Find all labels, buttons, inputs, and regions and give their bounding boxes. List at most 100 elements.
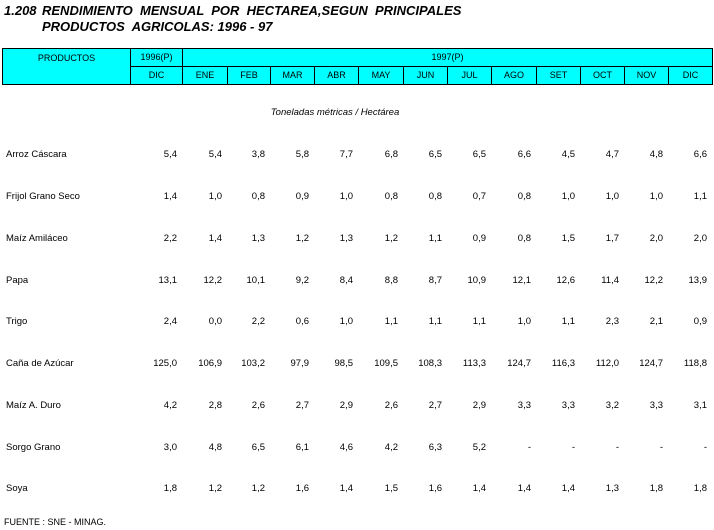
source-note: FUENTE : SNE - MINAG.: [4, 517, 107, 527]
value-cell: 1,3: [339, 233, 353, 244]
value-cell: 4,8: [208, 442, 222, 453]
title-number: 1.208: [4, 3, 37, 18]
value-cell: 1,8: [693, 483, 707, 494]
value-cell: 4,2: [163, 400, 177, 411]
header-cell: SET: [536, 66, 581, 85]
product-name: Trigo: [6, 316, 28, 327]
header-cell: MAR: [270, 66, 315, 85]
value-cell: 1,6: [428, 483, 442, 494]
value-cell: 10,9: [467, 275, 487, 286]
value-cell: 106,9: [198, 358, 222, 369]
value-cell: 125,0: [153, 358, 177, 369]
value-cell: 0,8: [428, 191, 442, 202]
header-cell: PRODUCTOS: [2, 48, 131, 85]
value-cell: 113,3: [462, 358, 486, 369]
value-cell: 2,1: [649, 316, 663, 327]
value-cell: 3,2: [605, 400, 619, 411]
header-cell: JUL: [447, 66, 492, 85]
value-cell: 1,4: [339, 483, 353, 494]
value-cell: 10,1: [246, 275, 266, 286]
value-cell: 109,5: [374, 358, 398, 369]
value-cell: 0,8: [517, 191, 531, 202]
header-cell: DIC: [668, 66, 713, 85]
value-cell: 0,8: [384, 191, 398, 202]
value-cell: 4,8: [649, 149, 663, 160]
value-cell: 4,6: [339, 442, 353, 453]
value-cell: 0,6: [295, 316, 309, 327]
value-cell: 97,9: [290, 358, 310, 369]
product-name: Papa: [6, 275, 29, 286]
product-name: Arroz Cáscara: [6, 149, 67, 160]
value-cell: 1,2: [251, 483, 265, 494]
value-cell: 103,2: [241, 358, 265, 369]
value-cell: 116,3: [551, 358, 575, 369]
product-name: Sorgo Grano: [6, 442, 61, 453]
value-cell: 1,7: [605, 233, 619, 244]
value-cell: 3,3: [517, 400, 531, 411]
value-cell: 1,1: [384, 316, 398, 327]
value-cell: 1,4: [517, 483, 531, 494]
value-cell: 6,5: [472, 149, 486, 160]
value-cell: 2,9: [472, 400, 486, 411]
header-cell: NOV: [624, 66, 669, 85]
value-cell: 1,4: [208, 233, 222, 244]
value-cell: 0,9: [693, 316, 707, 327]
value-cell: 1,2: [295, 233, 309, 244]
value-cell: 124,7: [507, 358, 531, 369]
value-cell: 4,5: [561, 149, 575, 160]
value-cell: 1,3: [605, 483, 619, 494]
header-cell: ABR: [314, 66, 359, 85]
value-cell: 0,9: [472, 233, 486, 244]
value-cell: -: [571, 442, 575, 453]
product-name: Caña de Azúcar: [6, 358, 74, 369]
value-cell: 8,4: [339, 275, 353, 286]
value-cell: 3,0: [163, 442, 177, 453]
value-cell: 3,3: [561, 400, 575, 411]
value-cell: 98,5: [334, 358, 354, 369]
value-cell: 5,2: [472, 442, 486, 453]
value-cell: 1,0: [605, 191, 619, 202]
header-cell: 1996(P): [130, 48, 183, 67]
value-cell: 3,8: [251, 149, 265, 160]
value-cell: 1,1: [428, 316, 442, 327]
value-cell: 6,8: [384, 149, 398, 160]
value-cell: 1,8: [163, 483, 177, 494]
value-cell: 2,6: [251, 400, 265, 411]
value-cell: 1,1: [472, 316, 486, 327]
value-cell: 1,0: [517, 316, 531, 327]
value-cell: 11,4: [601, 275, 619, 286]
value-cell: 1,4: [561, 483, 575, 494]
header-cell: DIC: [130, 66, 183, 85]
value-cell: 1,5: [384, 483, 398, 494]
value-cell: 6,1: [295, 442, 309, 453]
value-cell: 1,4: [163, 191, 177, 202]
value-cell: 6,6: [693, 149, 707, 160]
value-cell: -: [703, 442, 707, 453]
value-cell: 2,2: [163, 233, 177, 244]
header-cell: FEB: [227, 66, 271, 85]
value-cell: 0,7: [472, 191, 486, 202]
value-cell: 1,0: [561, 191, 575, 202]
header-cell: 1997(P): [182, 48, 713, 67]
title-line: PRODUCTOS AGRICOLAS: 1996 - 97: [42, 19, 273, 34]
value-cell: 1,1: [561, 316, 575, 327]
value-cell: 0,8: [251, 191, 265, 202]
value-cell: 6,5: [428, 149, 442, 160]
value-cell: 5,4: [163, 149, 177, 160]
value-cell: 2,0: [693, 233, 707, 244]
value-cell: 2,8: [208, 400, 222, 411]
value-cell: 12,6: [556, 275, 576, 286]
title-line: RENDIMIENTO MENSUAL POR HECTAREA,SEGUN P…: [42, 3, 462, 18]
value-cell: 2,4: [163, 316, 177, 327]
header-cell: JUN: [403, 66, 448, 85]
product-name: Soya: [6, 483, 28, 494]
value-cell: 9,2: [295, 275, 309, 286]
value-cell: 0,8: [517, 233, 531, 244]
product-name: Frijol Grano Seco: [6, 191, 80, 202]
header-cell: MAY: [358, 66, 404, 85]
value-cell: -: [527, 442, 531, 453]
value-cell: 1,6: [295, 483, 309, 494]
value-cell: 124,7: [639, 358, 663, 369]
value-cell: 1,2: [208, 483, 222, 494]
value-cell: 0,0: [208, 316, 222, 327]
